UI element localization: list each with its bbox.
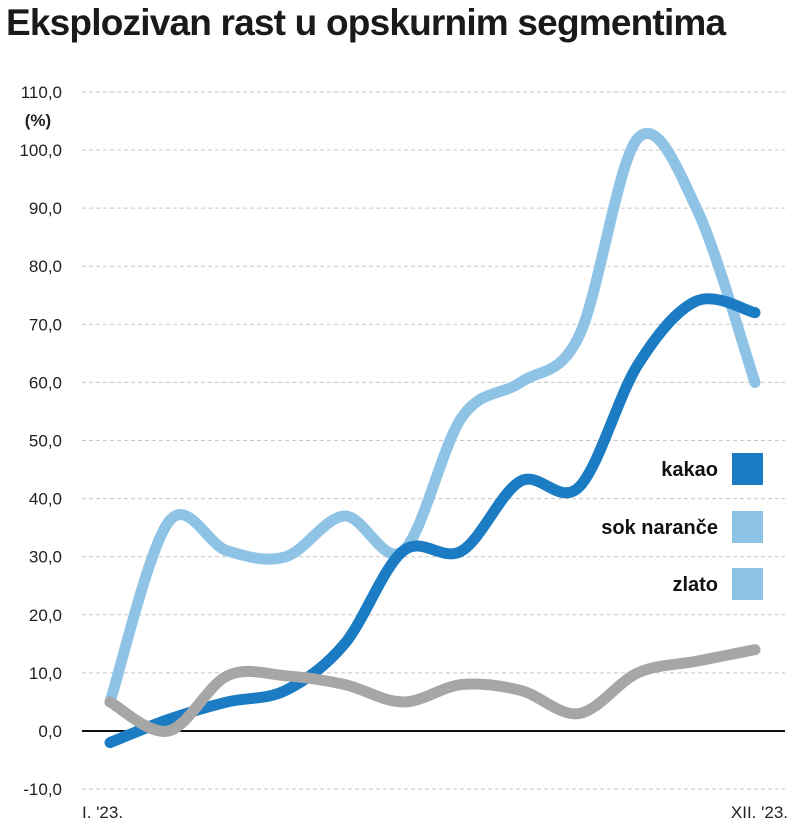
y-tick-label: 90,0 (29, 199, 62, 218)
y-axis-unit: (%) (25, 111, 51, 130)
legend-swatch (732, 511, 763, 543)
chart-title: Eksplozivan rast u opskurnim segmentima (6, 2, 726, 43)
y-tick-label: 0,0 (38, 722, 62, 741)
y-tick-label: 10,0 (29, 664, 62, 683)
series-line-zlato (104, 644, 761, 737)
x-tick-label: XII. '23. (731, 803, 788, 822)
y-tick-label: 50,0 (29, 432, 62, 451)
series-line-sok-naranče (104, 127, 761, 708)
legend-label: kakao (661, 459, 718, 481)
y-tick-label: 60,0 (29, 373, 62, 392)
series-line-kakao (104, 293, 761, 749)
y-tick-label: 100,0 (19, 141, 62, 160)
y-tick-label: 70,0 (29, 315, 62, 334)
y-tick-label: 30,0 (29, 548, 62, 567)
x-tick-label: I. '23. (82, 803, 123, 822)
y-tick-label: 80,0 (29, 257, 62, 276)
y-tick-label: 40,0 (29, 490, 62, 509)
legend-label: sok naranče (601, 517, 718, 539)
legend-label: zlato (672, 574, 718, 596)
legend-swatch (732, 568, 763, 600)
y-tick-label: 110,0 (21, 83, 62, 102)
legend-swatch (732, 453, 763, 485)
y-tick-label: -10,0 (23, 780, 62, 799)
y-tick-label: 20,0 (29, 606, 62, 625)
